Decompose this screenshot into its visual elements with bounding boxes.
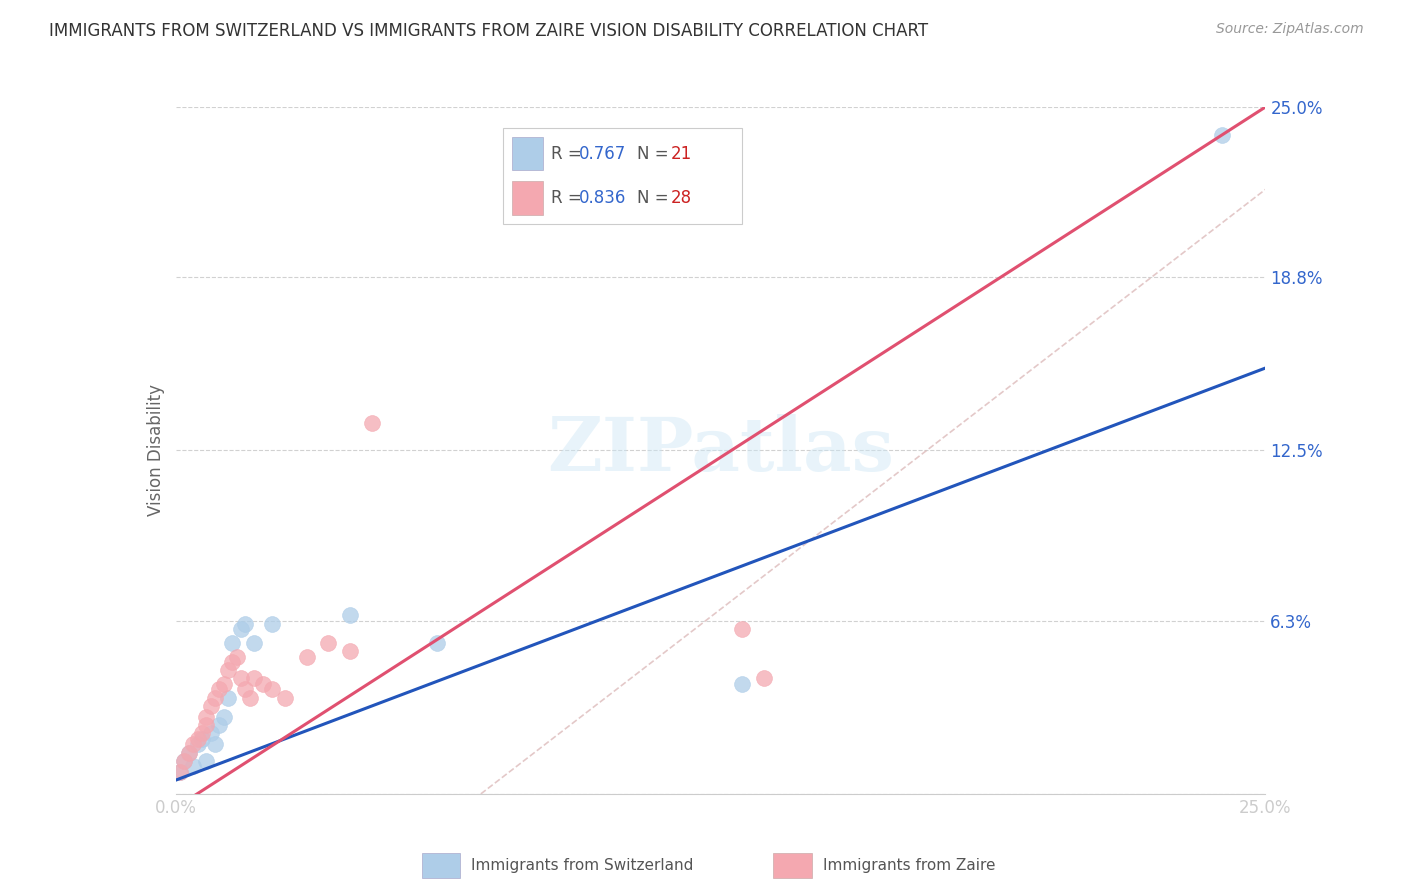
Point — [231, 622, 253, 636]
Point — [295, 649, 318, 664]
Text: R =: R = — [551, 145, 586, 162]
Point — [208, 682, 231, 697]
Text: 0.836: 0.836 — [579, 189, 627, 207]
Point — [217, 690, 239, 705]
Point — [260, 682, 283, 697]
Text: Immigrants from Zaire: Immigrants from Zaire — [823, 858, 995, 872]
Point — [195, 710, 218, 724]
Point — [260, 616, 283, 631]
Text: IMMIGRANTS FROM SWITZERLAND VS IMMIGRANTS FROM ZAIRE VISION DISABILITY CORRELATI: IMMIGRANTS FROM SWITZERLAND VS IMMIGRANT… — [49, 22, 928, 40]
Point — [239, 690, 262, 705]
Point — [339, 608, 361, 623]
Text: N =: N = — [637, 145, 673, 162]
Point — [221, 655, 243, 669]
Point — [360, 416, 382, 430]
Point — [217, 663, 239, 677]
Bar — [773, 853, 813, 878]
Point — [731, 622, 754, 636]
Point — [221, 636, 243, 650]
Point — [169, 764, 191, 779]
Point — [195, 718, 218, 732]
Point — [177, 746, 200, 760]
Point — [754, 672, 776, 686]
Point — [191, 726, 214, 740]
Point — [252, 677, 274, 691]
Point — [186, 738, 209, 752]
Point — [200, 726, 222, 740]
Point — [177, 746, 200, 760]
Point — [212, 677, 235, 691]
Y-axis label: Vision Disability: Vision Disability — [146, 384, 165, 516]
Point — [235, 682, 257, 697]
Text: Immigrants from Switzerland: Immigrants from Switzerland — [471, 858, 693, 872]
Bar — [512, 181, 543, 215]
Point — [339, 644, 361, 658]
Point — [173, 754, 195, 768]
Point — [181, 759, 204, 773]
Text: 21: 21 — [671, 145, 692, 162]
Point — [173, 754, 195, 768]
Point — [204, 690, 226, 705]
Point — [731, 677, 754, 691]
Bar — [503, 128, 742, 224]
Text: R =: R = — [551, 189, 586, 207]
Text: N =: N = — [637, 189, 673, 207]
Point — [225, 649, 247, 664]
Point — [191, 731, 214, 746]
Point — [186, 731, 209, 746]
Point — [1211, 128, 1233, 142]
Point — [231, 672, 253, 686]
Point — [181, 738, 204, 752]
Point — [169, 764, 191, 779]
Point — [274, 690, 297, 705]
Bar — [422, 853, 461, 878]
Point — [235, 616, 257, 631]
Text: 0.767: 0.767 — [579, 145, 627, 162]
Bar — [512, 136, 543, 170]
Text: 28: 28 — [671, 189, 692, 207]
Point — [243, 636, 266, 650]
Point — [318, 636, 340, 650]
Point — [200, 698, 222, 713]
Point — [426, 636, 449, 650]
Text: ZIPatlas: ZIPatlas — [547, 414, 894, 487]
Point — [212, 710, 235, 724]
Point — [243, 672, 266, 686]
Point — [195, 754, 218, 768]
Text: Source: ZipAtlas.com: Source: ZipAtlas.com — [1216, 22, 1364, 37]
Point — [208, 718, 231, 732]
Point — [204, 738, 226, 752]
